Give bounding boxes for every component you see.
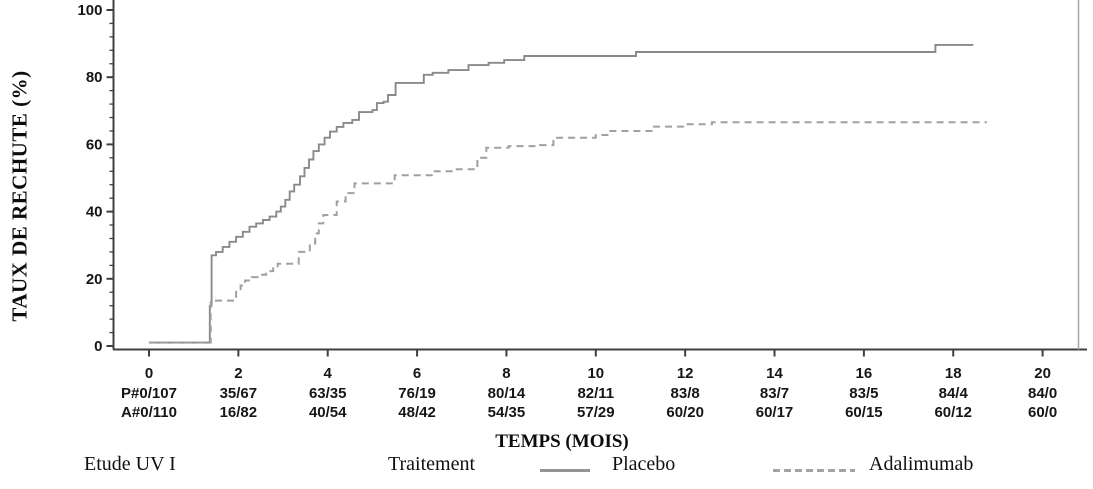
at-risk-placebo-value: 83/7 [760,385,789,402]
at-risk-adalimumab-value: 60/12 [934,404,972,421]
y-tick-label: 20 [86,271,103,288]
at-risk-placebo-value: 76/19 [398,385,436,402]
at-risk-placebo-value: P#0/107 [121,385,177,402]
legend-placebo-label: Placebo [612,453,676,475]
at-risk-placebo-value: 83/5 [849,385,878,402]
placebo-solid-line-swatch [540,469,590,472]
adalimumab-dashed-line-swatch [773,469,855,472]
at-risk-adalimumab-value: 60/15 [845,404,883,421]
y-tick-label: 100 [77,2,102,19]
x-tick-label: 14 [766,365,783,382]
x-tick-label: 10 [587,365,604,382]
at-risk-adalimumab-value: 54/35 [488,404,526,421]
at-risk-placebo-value: 35/67 [220,385,258,402]
at-risk-placebo-value: 82/11 [577,385,614,402]
at-risk-placebo-value: 83/8 [671,385,700,402]
at-risk-adalimumab-value: 60/20 [666,404,704,421]
legend-adalimumab-label: Adalimumab [869,453,974,475]
x-axis-title: TEMPS (MOIS) [495,431,629,452]
x-tick-label: 20 [1034,365,1051,382]
x-tick-label: 6 [413,365,421,382]
x-tick-label: 0 [145,365,153,382]
x-tick-label: 16 [856,365,873,382]
at-risk-placebo-value: 80/14 [488,385,526,402]
at-risk-adalimumab-value: 40/54 [309,404,347,421]
y-tick-label: 60 [86,136,103,153]
x-tick-label: 8 [502,365,510,382]
legend: Etude UV I Traitement Placebo Adalimumab [0,453,1093,483]
at-risk-placebo-value: 63/35 [309,385,347,402]
at-risk-adalimumab-value: 57/29 [577,404,615,421]
x-tick-label: 12 [677,365,694,382]
at-risk-adalimumab-value: 48/42 [398,404,436,421]
legend-treatment-label: Traitement [388,453,476,475]
at-risk-placebo-value: 84/4 [939,385,969,402]
at-risk-placebo-value: 84/0 [1028,385,1057,402]
x-tick-label: 18 [945,365,962,382]
at-risk-adalimumab-value: 60/17 [756,404,794,421]
at-risk-adalimumab-value: 16/82 [220,404,258,421]
y-tick-label: 80 [86,69,103,86]
placebo-curve [149,43,974,344]
at-risk-adalimumab-value: A#0/110 [121,404,177,421]
y-tick-label: 0 [94,338,102,355]
at-risk-adalimumab-value: 60/0 [1028,404,1057,421]
x-tick-label: 4 [324,365,333,382]
x-tick-label: 2 [234,365,242,382]
y-tick-label: 40 [86,204,103,221]
legend-study-label: Etude UV I [84,453,176,475]
adalimumab-curve [149,121,987,344]
